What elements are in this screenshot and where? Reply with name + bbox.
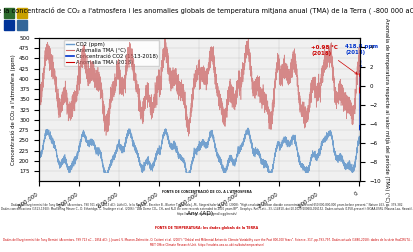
Text: Dades del llarg termini (de l'any Bernini i Accentors, 790 701 aC – 1813 dC): Lü: Dades del llarg termini (de l'any Bernin…	[1, 203, 412, 216]
Text: FONTS DE TEMPERATURA: les dades globals de la TERRA: FONTS DE TEMPERATURA: les dades globals …	[155, 226, 258, 230]
Text: 418.8 ppm
(2018): 418.8 ppm (2018)	[344, 44, 377, 68]
X-axis label: Any (AD): Any (AD)	[186, 211, 212, 216]
Y-axis label: Anomalia de temperatura respecte al valor mitjà del període (TMA) (°C): Anomalia de temperatura respecte al valo…	[383, 18, 389, 202]
Text: Dades del llarg termini (de l'any Bernini i Accentors, 799 713 aC – 1854 dC): J.: Dades del llarg termini (de l'any Bernin…	[2, 238, 411, 247]
Text: Evolució de la concentració de CO₂ a l'atmosfera i les anomalies globals de temp: Evolució de la concentració de CO₂ a l'a…	[0, 6, 413, 14]
Text: FONTS DE CONCENTRACIÓ DE CO₂ A L'ATMOSFERA: FONTS DE CONCENTRACIÓ DE CO₂ A L'ATMOSFE…	[162, 190, 251, 194]
Y-axis label: Concentració de CO₂ a l'atmosfera (ppm): Concentració de CO₂ a l'atmosfera (ppm)	[11, 54, 16, 165]
Legend: CO2 (ppm), Anomalia TMA (°C), Concentració CO2 (1513-2018), Anomalia TMA (2018): CO2 (ppm), Anomalia TMA (°C), Concentrac…	[64, 40, 159, 67]
Text: +0.98 °C
(2018): +0.98 °C (2018)	[311, 45, 356, 74]
